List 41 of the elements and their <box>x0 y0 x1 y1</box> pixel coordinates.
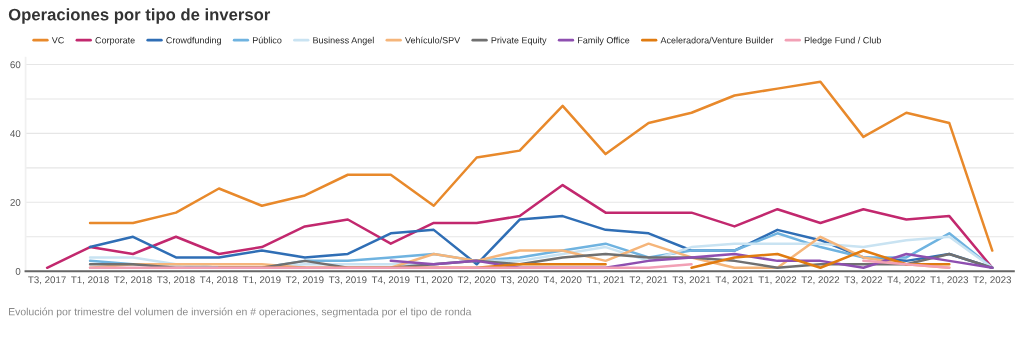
x-tick-label: T1, 2022 <box>758 276 797 285</box>
legend-label: Vehículo/SPV <box>405 36 461 44</box>
x-tick-label: T4, 2018 <box>199 276 238 285</box>
x-tick-label: T2, 2021 <box>629 276 668 285</box>
x-tick-label: T1, 2018 <box>71 276 109 285</box>
x-tick-label: T3, 2022 <box>844 276 883 285</box>
x-tick-label: T1, 2021 <box>586 276 625 285</box>
x-tick-label: T3, 2018 <box>157 276 195 285</box>
y-tick-label: 40 <box>10 130 21 138</box>
x-tick-label: T4, 2019 <box>371 276 410 285</box>
x-tick-label: T2, 2022 <box>801 276 840 285</box>
y-tick-label: 60 <box>10 61 21 69</box>
x-tick-label: T1, 2020 <box>414 276 453 285</box>
legend-label: Private Equity <box>491 36 547 46</box>
x-tick-label: T2, 2019 <box>285 276 324 285</box>
legend-label: Pledge Fund / Club <box>804 36 881 46</box>
x-tick-label: T3, 2019 <box>328 276 367 285</box>
legend-label: Business Angel <box>313 36 374 46</box>
x-tick-label: T3, 2017 <box>28 276 66 285</box>
legend-label: Corporate <box>95 37 135 46</box>
legend-label: VC <box>51 37 64 44</box>
legend-label: Crowdfunding <box>166 36 221 46</box>
line-series <box>45 183 994 270</box>
legend-label: Family Office <box>578 36 630 46</box>
x-tick-label: T1, 2019 <box>242 276 281 285</box>
line-series <box>88 80 994 252</box>
x-tick-label: T3, 2020 <box>500 276 539 285</box>
y-tick-label: 20 <box>10 199 21 206</box>
legend-label: Público <box>252 36 282 44</box>
text: Evolución por trimestre del volumen de inversión en # operaciones, segmentada por el tipo de ronda <box>9 307 472 318</box>
chart-title: Operaciones por tipo de inversor <box>8 8 271 24</box>
x-tick-label: T4, 2021 <box>715 276 754 285</box>
x-tick-label: T2, 2023 <box>973 276 1012 285</box>
x-tick-label: T2, 2018 <box>114 276 152 285</box>
x-tick-label: T1, 2023 <box>930 276 969 285</box>
legend-label: Aceleradora/Venture Builder <box>660 36 774 44</box>
y-tick-label: 0 <box>15 267 21 275</box>
x-tick-label: T4, 2020 <box>543 276 582 285</box>
x-tick-label: T4, 2022 <box>887 276 926 285</box>
x-tick-label: T2, 2020 <box>457 276 496 285</box>
x-tick-label: T3, 2021 <box>672 276 711 285</box>
